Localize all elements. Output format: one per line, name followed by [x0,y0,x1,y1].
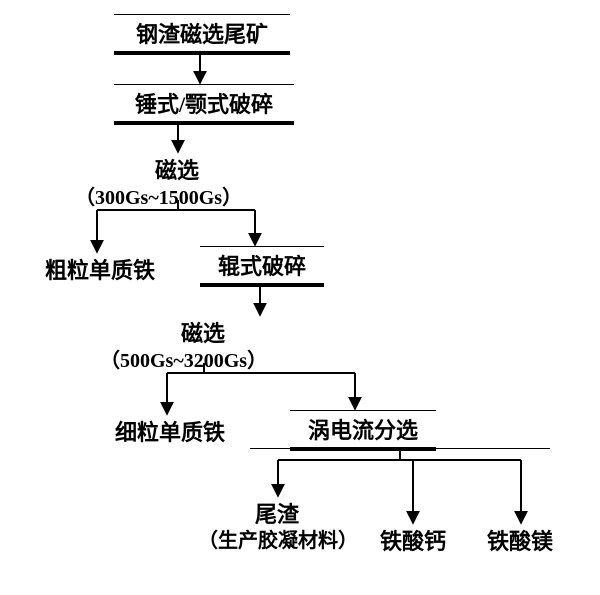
node-label: 钢渣磁选尾矿 [136,22,268,47]
node-calcium-ferrite: 铁酸钙 [380,524,446,556]
node-label: 细粒单质铁 [115,420,225,445]
node-magsep-2-range: （500Gs~3200Gs） [100,344,267,373]
node-label: 涡电流分选 [308,418,418,443]
node-label: 磁选 [155,158,199,183]
node-hammer-jaw-crush: 锤式/颚式破碎 [114,84,294,125]
node-label: 铁酸钙 [380,529,446,554]
node-fine-iron: 细粒单质铁 [115,415,225,447]
flowchart-canvas: 钢渣磁选尾矿 锤式/颚式破碎 磁选 （300Gs~1500Gs） 粗粒单质铁 辊… [0,0,600,595]
underline [202,284,322,285]
node-coarse-iron: 粗粒单质铁 [45,253,155,285]
node-label: （300Gs~1500Gs） [75,187,242,209]
underline [118,52,288,53]
node-label: 铁酸镁 [487,529,553,554]
node-label: 磁选 [181,321,225,346]
underline [250,448,550,449]
underline [118,122,292,123]
node-label: （500Gs~3200Gs） [100,350,267,372]
node-magsep-1-range: （300Gs~1500Gs） [75,181,242,210]
node-roll-crush: 辊式破碎 [200,246,324,287]
node-label: 辊式破碎 [218,254,306,279]
node-eddy-current: 涡电流分选 [290,410,436,451]
node-steel-slag-tailings: 钢渣磁选尾矿 [114,14,290,55]
node-label: 锤式/颚式破碎 [135,92,273,117]
node-label: 粗粒单质铁 [45,258,155,283]
node-tailings-note: （生产胶凝材料） [198,524,358,553]
node-label: （生产胶凝材料） [198,530,358,552]
node-magnesium-ferrite: 铁酸镁 [487,524,553,556]
flow-edges [0,0,600,595]
